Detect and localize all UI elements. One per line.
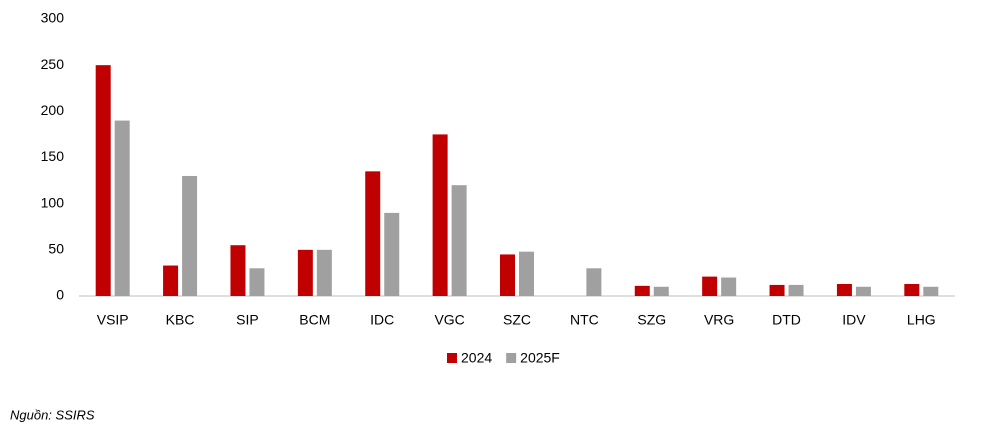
- bar: [114, 120, 130, 296]
- x-tick-label: IDV: [842, 312, 866, 328]
- bar: [653, 286, 669, 296]
- bar: [769, 284, 785, 296]
- bar: [904, 283, 920, 296]
- x-tick-label: SZG: [637, 312, 666, 328]
- y-tick-label: 150: [41, 148, 65, 164]
- bar: [451, 185, 467, 296]
- bar: [249, 268, 265, 296]
- x-tick-label: KBC: [166, 312, 195, 328]
- bar: [519, 251, 534, 296]
- y-tick-label: 0: [56, 287, 64, 303]
- x-tick-label: SIP: [236, 312, 259, 328]
- bar: [384, 212, 400, 296]
- x-tick-label: DTD: [772, 312, 801, 328]
- x-tick-label: VSIP: [97, 312, 129, 328]
- legend-swatch: [506, 353, 517, 363]
- bar: [586, 268, 602, 296]
- x-tick-label: SZC: [503, 312, 531, 328]
- bar: [788, 284, 804, 296]
- source-note: Nguồn: SSIRS: [10, 407, 95, 422]
- bar: [634, 285, 650, 296]
- x-tick-label: BCM: [299, 312, 330, 328]
- bar: [855, 286, 871, 296]
- bar: [365, 171, 381, 296]
- bar: [836, 283, 852, 296]
- bar: [721, 277, 737, 296]
- y-tick-label: 50: [48, 241, 64, 257]
- bar: [95, 65, 111, 297]
- legend-label: 2024: [461, 350, 492, 366]
- bar: [297, 249, 313, 296]
- y-tick-label: 200: [41, 102, 65, 118]
- x-tick-label: VGC: [434, 312, 464, 328]
- x-tick-label: VRG: [704, 312, 734, 328]
- bar: [432, 134, 448, 296]
- y-tick-label: 100: [41, 194, 65, 210]
- bar: [702, 276, 718, 296]
- bar: [316, 249, 332, 296]
- bar: [182, 175, 198, 296]
- x-tick-label: NTC: [570, 312, 599, 328]
- bar: [163, 265, 179, 296]
- x-tick-label: LHG: [907, 312, 936, 328]
- bar: [923, 286, 939, 296]
- y-tick-label: 300: [41, 10, 65, 26]
- x-tick-label: IDC: [370, 312, 394, 328]
- bar: [500, 254, 515, 296]
- legend-swatch: [447, 353, 457, 363]
- y-tick-label: 250: [41, 56, 65, 72]
- legend-label: 2025F: [520, 350, 560, 366]
- bar: [230, 245, 246, 296]
